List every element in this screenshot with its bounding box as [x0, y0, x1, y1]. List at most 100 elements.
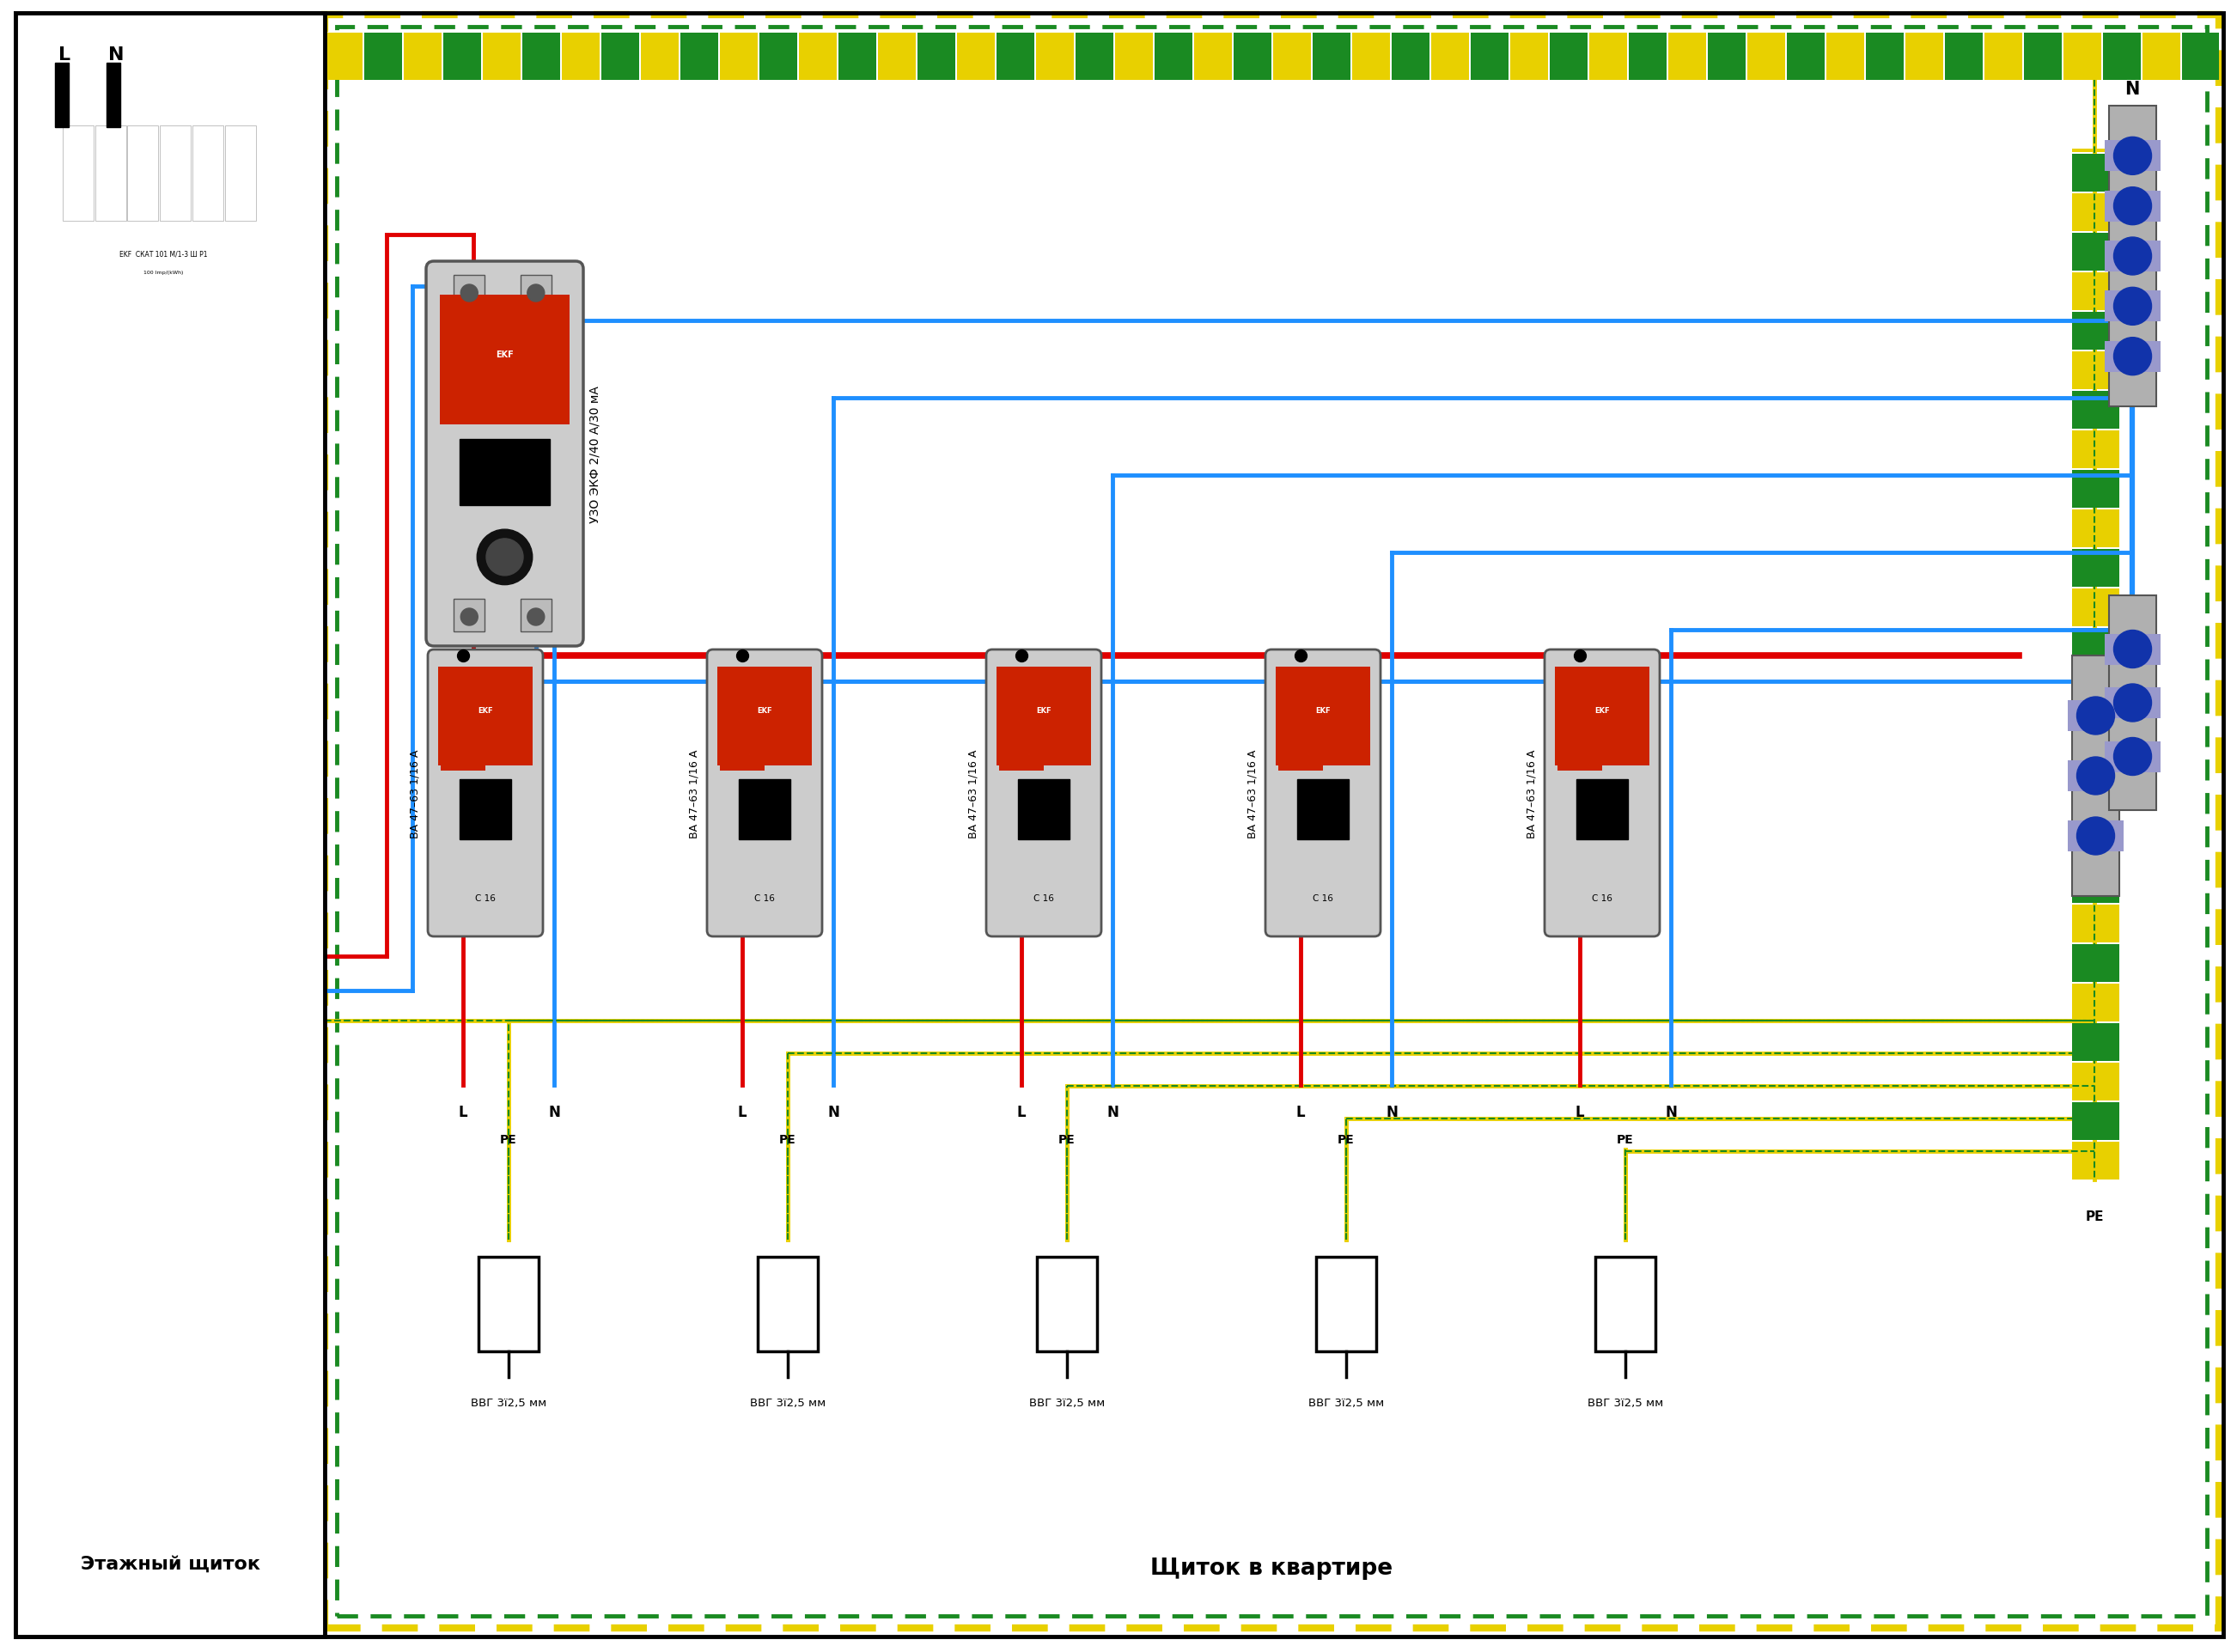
Bar [1550, 33, 1588, 81]
Bar [2109, 106, 2156, 406]
Text: EKF: EKF [1315, 707, 1331, 715]
Bar [60, 122, 266, 226]
Bar [2071, 656, 2118, 897]
FancyBboxPatch shape [38, 36, 289, 529]
Bar [2105, 342, 2161, 372]
Bar [324, 33, 362, 81]
Bar [2067, 821, 2123, 852]
Bar [1944, 33, 1982, 81]
Bar [1588, 33, 1626, 81]
Bar [96, 127, 125, 221]
Bar [128, 127, 159, 221]
Bar [2071, 1142, 2118, 1180]
Bar [2071, 628, 2118, 666]
Bar [459, 439, 550, 506]
Bar [758, 33, 796, 81]
Bar [758, 1257, 819, 1351]
Bar [2071, 826, 2118, 864]
Bar [680, 33, 718, 81]
Bar [1076, 33, 1114, 81]
Bar [2071, 786, 2118, 824]
Text: Щиток в квартире: Щиток в квартире [1150, 1556, 1394, 1579]
Circle shape [2114, 287, 2152, 325]
Bar [2067, 760, 2123, 791]
Bar [454, 600, 485, 633]
Bar [2071, 905, 2118, 943]
Text: EKF: EKF [479, 707, 492, 715]
Bar [2105, 140, 2161, 172]
Bar [16, 13, 324, 1637]
Bar [799, 33, 837, 81]
Bar [877, 33, 915, 81]
Bar [2071, 1024, 2118, 1061]
Text: Этажный щиток: Этажный щиток [81, 1555, 259, 1573]
Bar [1036, 33, 1074, 81]
Text: ВА 47–63 1/16 А: ВА 47–63 1/16 А [969, 748, 980, 838]
Bar [2063, 33, 2101, 81]
Bar [718, 667, 812, 767]
Text: N: N [1385, 1104, 1398, 1120]
Bar [2105, 241, 2161, 273]
Bar [1351, 33, 1389, 81]
Text: L: L [738, 1104, 747, 1120]
Bar [443, 33, 481, 81]
Circle shape [528, 610, 544, 626]
Bar [1555, 667, 1649, 767]
Bar [1825, 33, 1863, 81]
Bar [1470, 33, 1508, 81]
Circle shape [2076, 818, 2114, 856]
Bar [1154, 33, 1192, 81]
Circle shape [2114, 738, 2152, 776]
Bar [438, 667, 532, 767]
Circle shape [2114, 631, 2152, 669]
Bar [226, 127, 255, 221]
Text: PE: PE [237, 841, 257, 857]
Bar [2071, 471, 2118, 509]
Bar [1557, 757, 1602, 771]
Text: 100 Imp/(kWh): 100 Imp/(kWh) [143, 271, 183, 276]
Bar [1275, 667, 1371, 767]
Bar [2071, 431, 2118, 469]
Text: N: N [548, 1104, 559, 1120]
Bar [602, 33, 640, 81]
Bar [1273, 33, 1311, 81]
Text: ВВГ 3ї2,5 мм: ВВГ 3ї2,5 мм [1029, 1398, 1105, 1409]
Bar [720, 757, 765, 771]
Text: L: L [459, 1104, 468, 1120]
Circle shape [148, 50, 179, 81]
Bar [957, 33, 995, 81]
Text: ВВГ 3ї2,5 мм: ВВГ 3ї2,5 мм [1309, 1398, 1385, 1409]
Bar [1018, 780, 1069, 841]
Bar [2024, 33, 2063, 81]
Text: EKF: EKF [497, 350, 515, 358]
Bar [2071, 707, 2118, 745]
Bar [1195, 33, 1233, 81]
Bar [1391, 33, 1429, 81]
Circle shape [2114, 137, 2152, 175]
Bar [720, 33, 758, 81]
Bar [56, 56, 271, 282]
FancyBboxPatch shape [427, 649, 544, 937]
Bar [2071, 550, 2118, 588]
Bar [1577, 780, 1629, 841]
Bar [1313, 33, 1351, 81]
Bar [917, 33, 955, 81]
Bar [338, 28, 2208, 1616]
Bar [1297, 780, 1349, 841]
Bar [2071, 590, 2118, 626]
Text: PE: PE [499, 1133, 517, 1145]
Bar [1315, 1257, 1376, 1351]
Bar [2071, 233, 2118, 271]
Bar [2071, 866, 2118, 904]
Bar [1787, 33, 1825, 81]
Text: ВВГ 3ї2,5 мм: ВВГ 3ї2,5 мм [749, 1398, 825, 1409]
Bar [2109, 596, 2156, 811]
Text: ВВГ 3ї2,5 мм: ВВГ 3ї2,5 мм [470, 1398, 546, 1409]
Bar [640, 33, 678, 81]
Circle shape [148, 468, 179, 497]
Bar [1277, 757, 1322, 771]
Bar [995, 33, 1033, 81]
Text: ВВГ 3ї2,5 мм: ВВГ 3ї2,5 мм [1588, 1398, 1662, 1409]
Text: L: L [1575, 1104, 1584, 1120]
Bar [738, 780, 790, 841]
